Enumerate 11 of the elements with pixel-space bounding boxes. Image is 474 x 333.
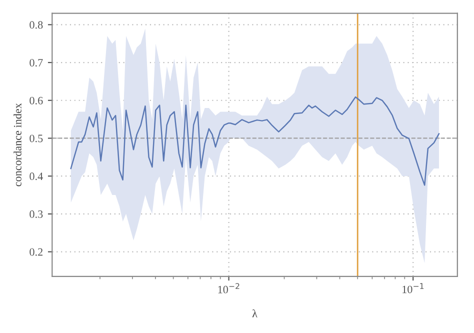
x-axis-title: λ: [252, 309, 258, 318]
y-tick-label: 0.4: [30, 172, 43, 180]
y-tick-label: 0.7: [30, 58, 43, 67]
y-axis-title: concordance index: [14, 103, 22, 186]
x-tick-label: 10$^{−1}$: [402, 283, 424, 294]
x-tick-label: 10$^{−2}$: [218, 283, 240, 294]
y-tick-label: 0.6: [30, 96, 43, 104]
y-tick-label: 0.2: [30, 248, 42, 256]
y-tick-label: 0.3: [30, 210, 43, 218]
y-tick-label: 0.8: [30, 21, 43, 29]
y-tick-label: 0.5: [30, 134, 43, 142]
